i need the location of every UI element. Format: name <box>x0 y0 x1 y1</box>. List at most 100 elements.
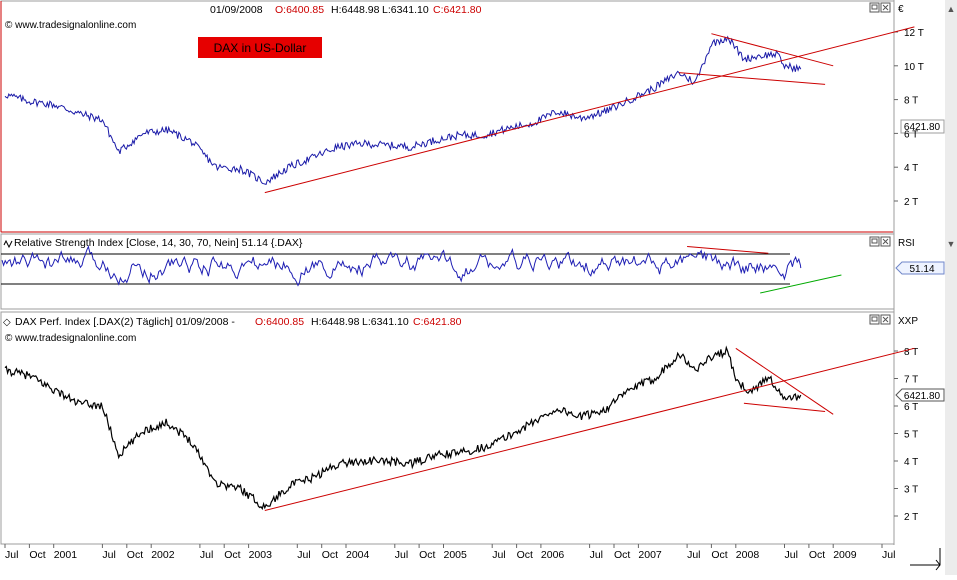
svg-text:H:6448.98: H:6448.98 <box>331 4 380 16</box>
x-tick-label: Oct <box>614 549 630 561</box>
watermark-top: © www.tradesignalonline.com <box>5 20 136 31</box>
x-tick-label: 2006 <box>541 549 565 561</box>
x-tick-label: 2004 <box>346 549 370 561</box>
rsi-axis-title: RSI <box>898 238 915 249</box>
y-tick-label: 4 T <box>904 457 918 468</box>
x-tick-label: 2005 <box>444 549 468 561</box>
x-tick-label: Oct <box>29 549 45 561</box>
svg-text:C:6421.80: C:6421.80 <box>413 316 462 328</box>
usd-value-tag: 6421.80 <box>900 119 945 134</box>
watermark-bottom: © www.tradesignalonline.com <box>5 333 136 344</box>
rsi-support-trendline <box>760 274 842 294</box>
rsi-series <box>1 245 802 287</box>
svg-text:6421.80: 6421.80 <box>904 122 941 133</box>
x-tick-label: Oct <box>809 549 825 561</box>
panel-maximize-icon[interactable] <box>869 2 880 13</box>
x-tick-label: Oct <box>711 549 727 561</box>
x-tick-label: Jul <box>785 549 798 561</box>
x-tick-label: Jul <box>5 549 18 561</box>
y-tick-label: 5 T <box>904 430 918 441</box>
svg-text:H:6448.98: H:6448.98 <box>311 316 360 328</box>
scroll-up-icon[interactable]: ▲ <box>947 4 956 14</box>
x-tick-label: Jul <box>687 549 700 561</box>
scrollbar-track[interactable] <box>945 0 957 575</box>
x-tick-label: 2002 <box>151 549 175 561</box>
x-axis: Jul Oct 2001 Jul Oct 2002 Jul Oct 2003 Jul Oct 2004… <box>4 544 895 561</box>
usd-series <box>4 35 802 186</box>
usd-lower-trendline <box>678 72 826 85</box>
svg-text:01/09/2008: 01/09/2008 <box>210 4 263 16</box>
svg-text:L:6341.10: L:6341.10 <box>382 4 429 16</box>
rsi-resistance-trendline <box>687 246 769 254</box>
svg-text:6421.80: 6421.80 <box>904 391 941 402</box>
x-tick-label: Oct <box>419 549 435 561</box>
svg-text:Relative Strength Index [Close: Relative Strength Index [Close, 14, 30, … <box>14 237 303 249</box>
perf-series <box>4 345 802 511</box>
svg-text:51.14: 51.14 <box>909 264 934 275</box>
header-ohlc: 01/09/2008 O:6400.85 H:6448.98 L:6341.10… <box>210 4 482 16</box>
usd-axis-title: € <box>898 4 904 15</box>
y-tick-label: 6 T <box>904 402 918 413</box>
perf-axis-title: XXP <box>898 316 918 327</box>
perf-panel <box>0 311 895 545</box>
scroll-down-icon[interactable]: ▼ <box>947 239 956 249</box>
x-tick-label: Jul <box>492 549 505 561</box>
y-tick-label: 8 T <box>904 96 918 107</box>
x-tick-label: 2001 <box>54 549 78 561</box>
y-tick-label: 10 T <box>904 62 924 73</box>
panel-maximize-icon[interactable] <box>869 236 880 247</box>
resize-corner-icon[interactable] <box>910 548 941 571</box>
title-box: DAX in US-Dollar <box>198 37 322 58</box>
y-tick-label: 3 T <box>904 485 918 496</box>
usd-resistance-trendline <box>711 33 834 67</box>
x-tick-label: Oct <box>322 549 338 561</box>
perf-support-trendline <box>264 347 915 511</box>
x-tick-label: Oct <box>517 549 533 561</box>
x-tick-label: Jul <box>297 549 310 561</box>
usd-panel <box>0 0 895 233</box>
x-tick-label: 2007 <box>638 549 662 561</box>
x-tick-label: 2009 <box>833 549 857 561</box>
rsi-panel-controls[interactable] <box>869 236 891 247</box>
x-tick-label: Jul <box>200 549 213 561</box>
svg-text:DAX in US-Dollar: DAX in US-Dollar <box>214 41 307 55</box>
usd-support-trendline <box>264 26 915 194</box>
y-tick-label: 12 T <box>904 28 924 39</box>
perf-price-line <box>4 345 802 511</box>
panel-maximize-icon[interactable] <box>869 314 880 325</box>
svg-text:L:6341.10: L:6341.10 <box>362 316 409 328</box>
trendlines <box>264 26 915 511</box>
perf-resistance-trendline <box>735 347 834 415</box>
x-tick-label: Oct <box>224 549 240 561</box>
x-tick-label: Jul <box>395 549 408 561</box>
x-tick-label: 2008 <box>736 549 760 561</box>
perf-y-axis: 2 T 3 T 4 T 5 T 6 T 7 T 8 T <box>894 347 918 523</box>
perf-diamond-icon: ◇ <box>3 317 11 328</box>
x-tick-label: Jul <box>590 549 603 561</box>
y-tick-label: 2 T <box>904 197 918 208</box>
svg-text:O:6400.85: O:6400.85 <box>275 4 324 16</box>
svg-text:DAX Perf. Index [.DAX(2) Tägl: DAX Perf. Index [.DAX(2) Täglich] 01/09/… <box>15 316 235 328</box>
y-tick-label: 6 T <box>904 129 918 140</box>
perf-panel-controls[interactable] <box>869 314 891 325</box>
y-tick-label: 8 T <box>904 347 918 358</box>
y-tick-label: 4 T <box>904 163 918 174</box>
svg-text:C:6421.80: C:6421.80 <box>433 4 482 16</box>
rsi-title: Relative Strength Index [Close, 14, 30, … <box>3 237 303 249</box>
rsi-line <box>1 245 802 287</box>
perf-title: ◇ DAX Perf. Index [.DAX(2) Täglich] 01/0… <box>3 316 462 328</box>
rsi-value-tag: 51.14 <box>895 261 945 275</box>
x-tick-label: Jul <box>102 549 115 561</box>
y-tick-label: 2 T <box>904 512 918 523</box>
y-tick-label: 7 T <box>904 375 918 386</box>
x-tick-label: Oct <box>127 549 143 561</box>
perf-value-tag: 6421.80 <box>895 388 945 402</box>
usd-y-axis: 2 T 4 T 6 T 8 T 10 T 12 T <box>894 28 924 208</box>
usd-panel-controls[interactable] <box>869 2 891 13</box>
perf-lower-trendline <box>743 402 826 412</box>
usd-price-line <box>4 35 802 186</box>
x-tick-label: 2003 <box>249 549 273 561</box>
svg-text:O:6400.85: O:6400.85 <box>255 316 304 328</box>
x-tick-label: Jul <box>882 549 895 561</box>
